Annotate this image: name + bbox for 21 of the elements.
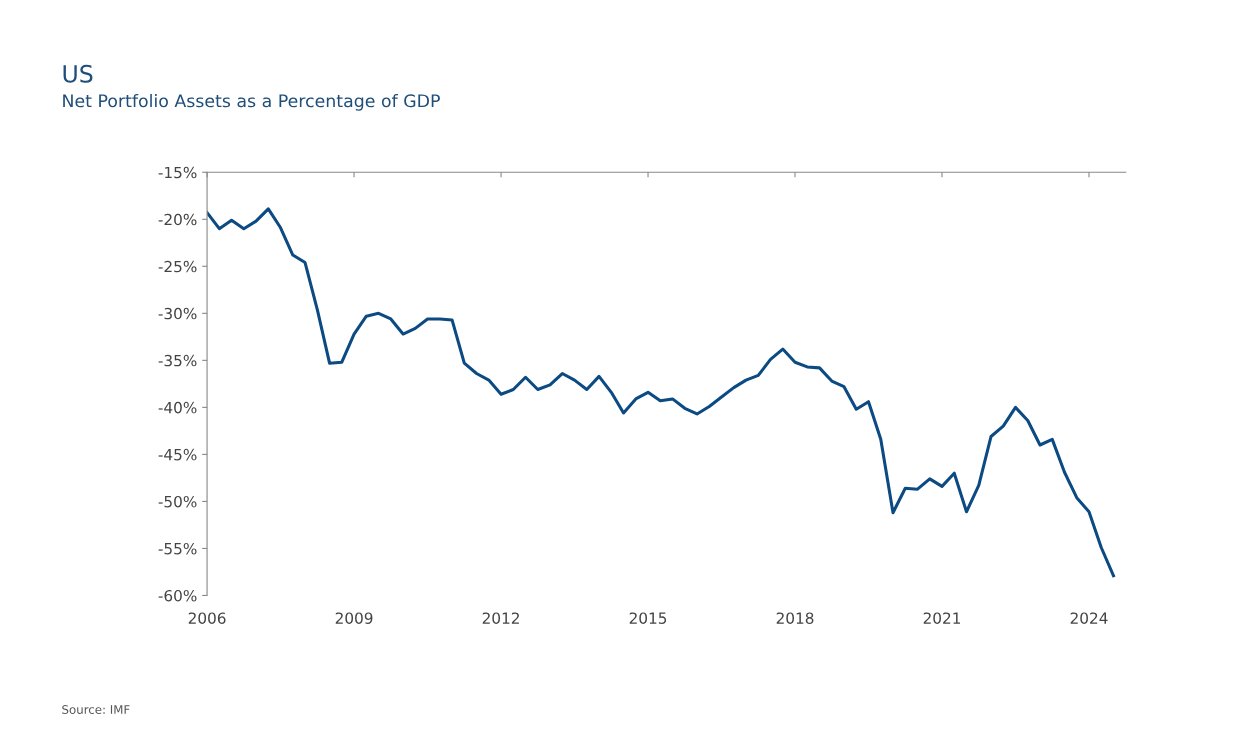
y-tick-label: -35%	[158, 354, 197, 367]
y-tick-label: -45%	[158, 448, 197, 461]
x-tick-label: 2012	[482, 612, 519, 624]
y-tick-label: -55%	[158, 542, 197, 555]
x-tick-label: 2021	[923, 612, 961, 624]
y-tick-label: -60%	[158, 589, 197, 602]
y-tick-label: -30%	[158, 307, 197, 320]
line-series	[207, 207, 1116, 578]
y-tick-label: -50%	[158, 495, 197, 508]
y-tick-label: -15%	[158, 166, 197, 179]
x-tick-label: 2018	[776, 612, 814, 624]
source-note: Source: IMF	[62, 705, 130, 714]
x-tick-label: 2015	[629, 612, 667, 624]
y-tick-label: -40%	[158, 401, 197, 414]
x-tick-label: 2006	[188, 612, 226, 624]
x-tick-label: 2024	[1070, 612, 1108, 624]
chart-subtitle: Net Portfolio Assets as a Percentage of GDP	[63, 93, 440, 111]
x-tick-label: 2009	[335, 612, 373, 624]
chart-title: US	[63, 64, 93, 83]
y-tick-label: -25%	[158, 260, 197, 273]
y-tick-label: -20%	[158, 213, 197, 226]
